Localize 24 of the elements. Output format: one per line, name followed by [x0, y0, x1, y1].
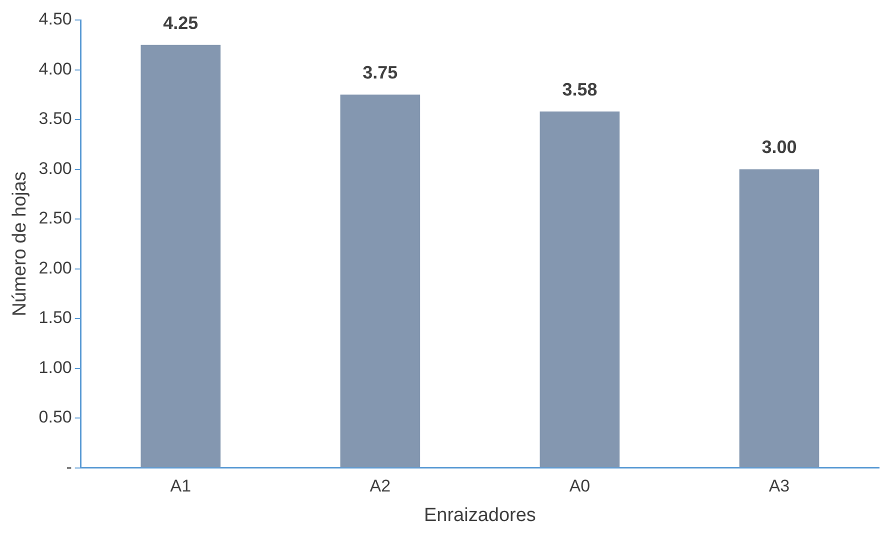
y-tick-label: 4.50	[38, 10, 72, 29]
x-tick-label: A0	[569, 476, 590, 496]
bar	[540, 112, 620, 468]
y-tick-label: 3.00	[38, 158, 72, 178]
bar	[140, 44, 221, 468]
x-tick-label: A1	[170, 476, 192, 496]
y-tick-label: 0.50	[38, 408, 72, 427]
x-tick-label: A2	[370, 476, 391, 496]
data-label: 3.00	[762, 137, 797, 158]
y-tick-label: 3.50	[38, 109, 72, 128]
data-label: 4.25	[163, 12, 198, 33]
y-tick-label: 1.50	[38, 308, 72, 328]
y-tick-label: 2.50	[38, 208, 72, 228]
y-tick-label: 1.00	[38, 358, 72, 377]
bar	[340, 94, 420, 468]
bar	[739, 169, 820, 468]
x-axis-title: Enraizadores	[424, 504, 536, 526]
y-tick-label: 4.00	[38, 59, 72, 78]
y-tick-label: -	[66, 457, 72, 476]
y-tick-label: 2.00	[38, 258, 72, 278]
y-axis-title: Número de hojas	[10, 172, 31, 316]
x-tick-label: A3	[768, 476, 790, 496]
data-label: 3.58	[562, 80, 598, 100]
data-label: 3.75	[362, 62, 398, 83]
